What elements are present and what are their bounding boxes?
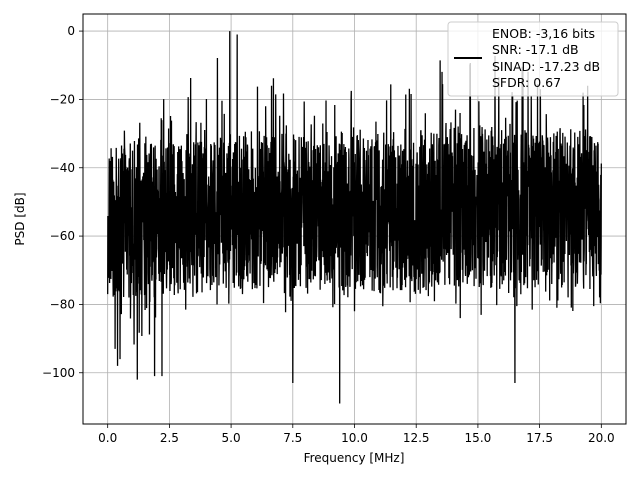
x-tick-label: 20.0	[588, 431, 615, 445]
legend-line-enob: ENOB: -3,16 bits	[492, 26, 595, 41]
x-tick-label: 5.0	[222, 431, 241, 445]
legend-line-sinad: SINAD: -17.23 dB	[492, 59, 600, 74]
y-axis-ticks: 0 −20 −40 −60 −80 −100	[42, 24, 83, 380]
legend: ENOB: -3,16 bits SNR: -17.1 dB SINAD: -1…	[447, 21, 619, 97]
y-tick-label: −20	[50, 92, 75, 106]
y-tick-label: −60	[50, 229, 75, 243]
x-tick-label: 7.5	[283, 431, 302, 445]
y-tick-label: −40	[50, 161, 75, 175]
x-axis-ticks: 0.0 2.5 5.0 7.5 10.0 12.5 15.0 17.5 20.0	[98, 424, 615, 445]
x-tick-label: 0.0	[98, 431, 117, 445]
x-tick-label: 17.5	[526, 431, 553, 445]
x-tick-label: 10.0	[341, 431, 368, 445]
legend-line-snr: SNR: -17.1 dB	[492, 42, 579, 57]
y-tick-label: 0	[67, 24, 75, 38]
y-axis-label: PSD [dB]	[13, 192, 27, 245]
x-tick-label: 12.5	[403, 431, 430, 445]
y-tick-label: −80	[50, 297, 75, 311]
legend-box	[447, 21, 619, 97]
psd-series-line	[107, 31, 602, 404]
x-tick-label: 15.0	[465, 431, 492, 445]
data-layer	[107, 31, 602, 404]
x-axis-label: Frequency [MHz]	[304, 451, 405, 465]
legend-line-sfdr: SFDR: 0.67	[492, 75, 561, 90]
x-tick-label: 2.5	[160, 431, 179, 445]
y-tick-label: −100	[42, 366, 75, 380]
